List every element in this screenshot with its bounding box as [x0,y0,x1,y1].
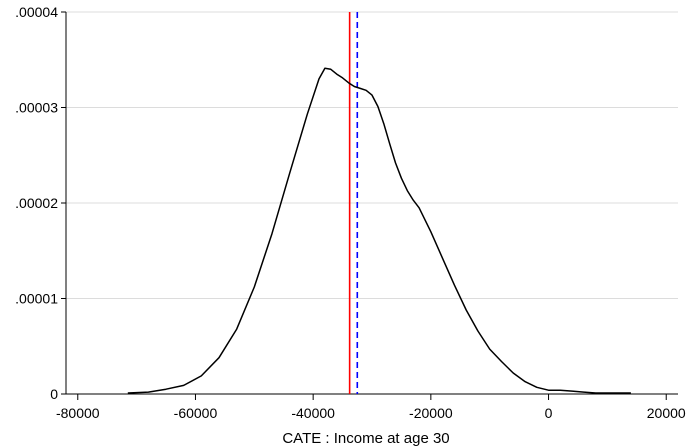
gridlines [66,11,678,299]
series-layer [127,67,631,394]
x-tick-label: -80000 [56,405,100,421]
y-axis: 0 .00001 .00002 .00003 .00004 [15,4,67,402]
x-tick-label: 20000 [647,405,686,421]
x-axis-label: CATE : Income at age 30 [282,430,449,447]
x-axis: -80000 -60000 -40000 -20000 0 20000 [56,393,686,421]
x-tick-label: -40000 [291,405,335,421]
x-tick-label: -60000 [174,405,218,421]
x-tick-label: -20000 [409,405,453,421]
y-tick-label: .00001 [15,291,58,307]
y-tick-label: .00002 [15,195,58,211]
reference-lines [348,12,359,394]
y-tick-label: .00004 [15,4,58,20]
y-tick-label: 0 [50,386,58,402]
y-tick-label: .00003 [15,100,58,116]
density-curve [127,67,631,394]
x-tick-label: 0 [545,405,553,421]
